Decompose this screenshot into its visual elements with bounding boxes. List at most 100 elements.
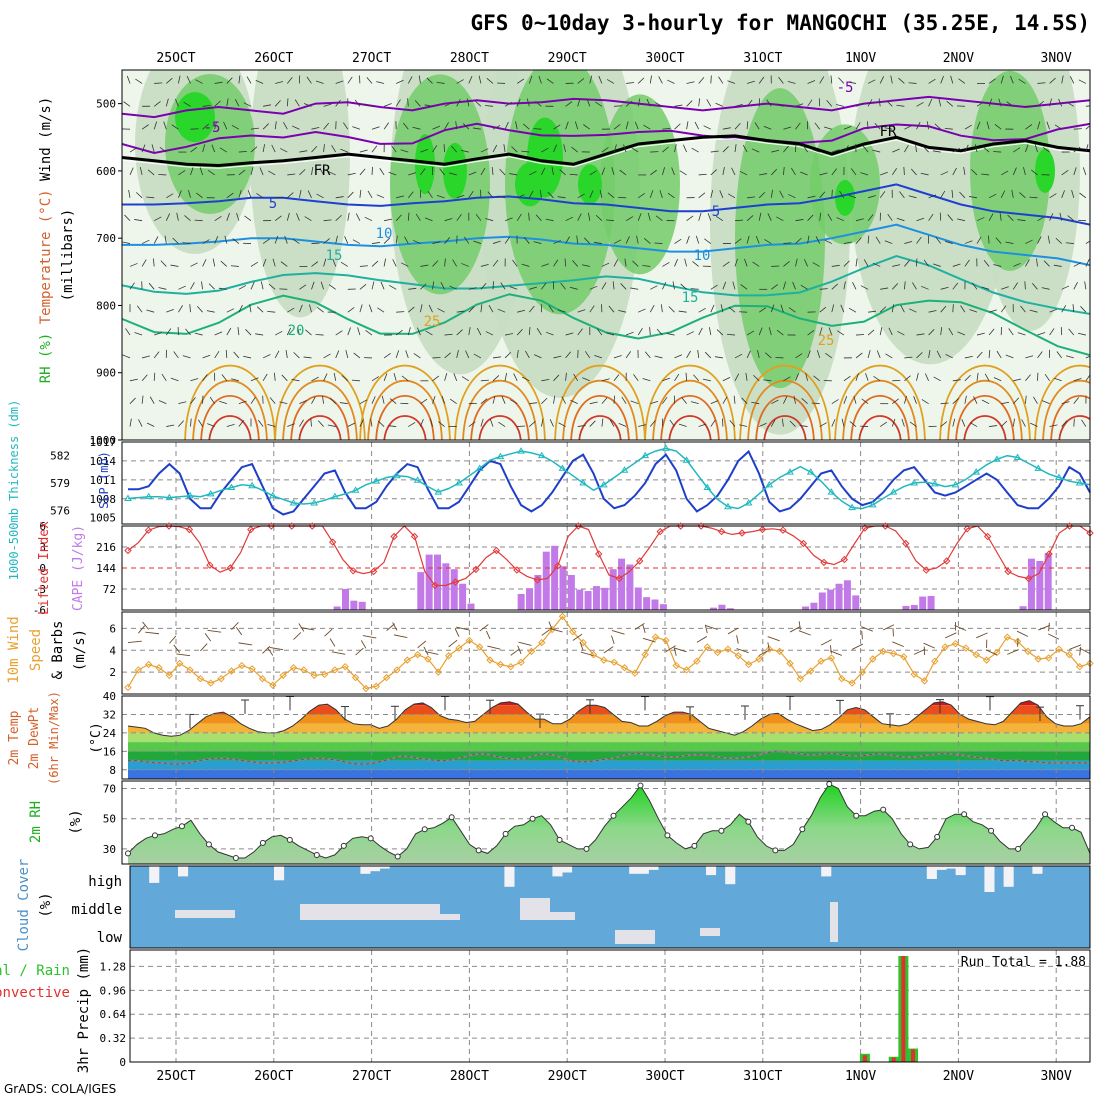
wind-speed-marker [972, 650, 980, 659]
wind-speed-marker [848, 679, 856, 687]
wind-barb [359, 189, 362, 198]
wind-barb [928, 329, 935, 336]
wind-barb [669, 419, 675, 427]
wind-barb [557, 309, 566, 313]
wind-barb [371, 126, 380, 130]
wind-barb [565, 121, 569, 130]
wind-barb [843, 241, 852, 244]
wind-barb [283, 122, 288, 130]
panel-frame [121, 611, 1091, 695]
temp-contour-10 [122, 223, 1090, 267]
wind-barb [1012, 418, 1015, 427]
wind-barb [746, 330, 755, 336]
wind-barb [896, 104, 905, 107]
wind-barb [1046, 121, 1050, 130]
wind-barb [855, 352, 863, 359]
wind-speed-marker [724, 645, 732, 653]
wind-barb [667, 79, 675, 84]
wind-barb [165, 328, 172, 336]
wind-barb [867, 195, 876, 199]
wind-barb [831, 168, 838, 176]
wind-barb [885, 353, 893, 359]
title-part: Temperature (°C) [38, 189, 54, 332]
wind-barb [1031, 283, 1038, 290]
wind-barb [923, 642, 936, 649]
wind-barb [1049, 193, 1057, 199]
cape-bar [802, 606, 810, 610]
wind-barb [391, 145, 397, 153]
wind-barb [250, 167, 254, 176]
wind-barb [486, 78, 494, 84]
wind-barb [517, 645, 522, 654]
wind-barb [221, 374, 228, 382]
wind-barb [989, 425, 998, 427]
wind-barb [444, 218, 453, 222]
wind-barb [976, 217, 985, 222]
slp-line [128, 449, 1091, 516]
cape-bar [1036, 561, 1044, 610]
contour-label: 15 [682, 290, 699, 306]
wind-barb [801, 398, 808, 404]
wind-barb [770, 419, 776, 427]
wind-barb [311, 127, 320, 130]
wind-barb [226, 77, 233, 84]
wind-barb [515, 121, 518, 130]
wind-barb [159, 146, 167, 153]
wind-barb [1055, 237, 1062, 244]
wind-barb [577, 328, 583, 336]
wind-barb [513, 373, 518, 381]
wind-barb [559, 169, 566, 176]
wind-barb [476, 327, 482, 336]
wind-barb [811, 402, 820, 405]
wind-barb [607, 192, 615, 199]
wind-barb [548, 621, 553, 630]
wind-barb [142, 621, 150, 630]
wind-speed-marker [300, 666, 308, 674]
wind-barb [548, 305, 554, 313]
wind-barb [828, 327, 833, 336]
rh-marker [745, 818, 752, 825]
wind-barb [250, 281, 255, 290]
wind-barb [509, 173, 518, 176]
rh-marker [556, 836, 563, 843]
wind-barb [250, 127, 259, 130]
wind-barb [158, 287, 167, 290]
wind-barb [729, 420, 736, 427]
wind-barb [432, 125, 441, 130]
wind-barb [190, 262, 198, 267]
wind-barb [686, 81, 695, 84]
rh-region-saturated [175, 92, 215, 143]
wind-barb [287, 423, 295, 427]
wind-barb [128, 189, 131, 198]
wind-barb [279, 148, 288, 153]
thickness-marker [372, 477, 381, 484]
wind-barb [395, 214, 402, 221]
wind-barb [255, 79, 264, 84]
wind-barb [1047, 235, 1050, 244]
thickness-marker [848, 503, 856, 511]
temp-band [128, 714, 1090, 724]
wind-barb [207, 170, 215, 176]
wind-barb [492, 240, 501, 244]
wind-barb [722, 377, 731, 382]
wind-barb [1025, 374, 1031, 382]
wind-barb [134, 219, 143, 222]
rh-marker [1069, 824, 1076, 831]
wind-barb [523, 237, 530, 244]
date-label-bottom: 26OCT [254, 1069, 293, 1084]
wind-barb [867, 214, 874, 221]
wind-barb [136, 305, 143, 313]
wind-barb [673, 647, 677, 656]
wind-speed-marker [910, 670, 918, 679]
wind-barb [926, 121, 929, 130]
wind-barb [848, 307, 857, 313]
temp-band [128, 769, 1090, 779]
warm-contour [939, 364, 1031, 440]
warm-contour [274, 364, 366, 440]
warm-contour [454, 364, 546, 440]
wind-barb [901, 418, 905, 427]
wind-speed-marker [186, 666, 194, 674]
wind-barb [412, 239, 421, 244]
wind-barb [733, 395, 736, 404]
date-label-top: 25OCT [156, 51, 195, 66]
